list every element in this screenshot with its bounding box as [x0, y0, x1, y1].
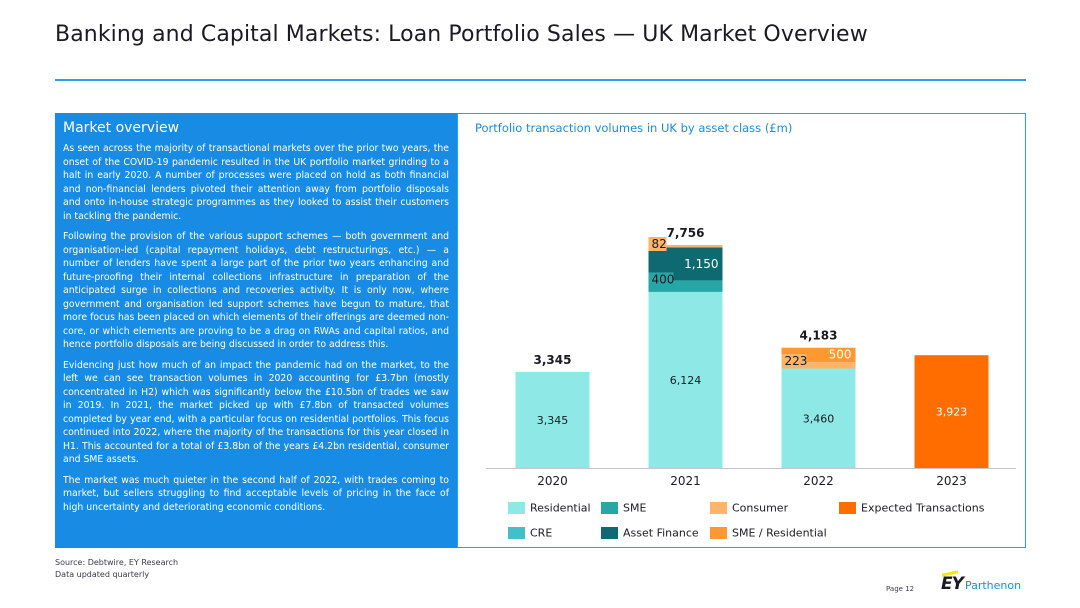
- x-tick-2020: 2020: [537, 474, 568, 488]
- x-tick-2022: 2022: [803, 474, 834, 488]
- overview-paragraph-3: Evidencing just how much of an impact th…: [63, 359, 449, 466]
- data-label-2023-expected-transactions: 3,923: [936, 406, 968, 419]
- legend-swatch-expected: [839, 502, 856, 514]
- bar-2022-consumer: [781, 362, 856, 369]
- logo-parthenon: Parthenon: [964, 579, 1022, 592]
- stacked-bar-chart: 3,345 3,345 2020 6,124 400 1,150 827,756 2021 3,…: [486, 226, 1016, 488]
- legend-swatch-sme-residential: [710, 527, 727, 539]
- data-label-2022-sme-residential: 500: [829, 348, 852, 362]
- ey-parthenon-logo: EY Parthenon: [941, 570, 1022, 594]
- bar-2022-residential: [781, 368, 856, 468]
- bar-2021-consumer: [648, 245, 723, 248]
- source-text: Source: Debtwire, EY Research: [55, 558, 179, 567]
- legend-swatch-residential: [508, 502, 525, 514]
- total-label-2022: 4,183: [800, 329, 838, 343]
- overview-paragraph-2: Following the provision of the various s…: [63, 231, 449, 350]
- legend-sme: SME: [601, 501, 646, 515]
- chart-title: Portfolio transaction volumes in UK by a…: [475, 121, 793, 135]
- legend-expected: Expected Transactions: [839, 501, 984, 515]
- legend-swatch-cre: [508, 527, 525, 539]
- total-label-2020: 3,345: [534, 353, 572, 367]
- bar-2023-expected-transactions: [914, 355, 989, 468]
- overview-paragraph-1: As seen across the majority of transacti…: [63, 143, 449, 222]
- updated-text: Data updated quarterly: [55, 570, 150, 579]
- label-badge-2021-4: [648, 237, 667, 251]
- legend-swatch-sme: [601, 502, 618, 514]
- legend-consumer: Consumer: [710, 501, 788, 515]
- page-title: Banking and Capital Markets: Loan Portfo…: [55, 22, 868, 47]
- legend-residential: Residential: [508, 501, 591, 515]
- market-overview-heading: Market overview: [63, 120, 180, 136]
- title-divider: [55, 79, 1026, 81]
- total-label-2021: 7,756: [667, 226, 705, 240]
- label-badge-2022-4: [781, 354, 807, 369]
- source-note: Source: Debtwire, EY Research Data updat…: [55, 557, 178, 581]
- legend-sme-residential: SME / Residential: [710, 526, 827, 540]
- data-label-2021-residential: 6,124: [670, 374, 702, 387]
- data-label-2021-consumer: 82: [652, 237, 667, 251]
- bar-2021-sme: [648, 280, 723, 292]
- x-tick-2021: 2021: [670, 474, 701, 488]
- data-label-2021-asset-finance: 1,150: [684, 257, 718, 271]
- legend-cre: CRE: [508, 526, 552, 540]
- legend-swatch-consumer: [710, 502, 727, 514]
- legend-swatch-asset-finance: [601, 527, 618, 539]
- x-tick-2023: 2023: [936, 474, 967, 488]
- bar-2021-residential: [648, 291, 723, 468]
- market-overview-panel: Market overview As seen across the major…: [55, 113, 457, 548]
- label-badge-2021-2: [648, 272, 674, 287]
- data-label-2021-sme: 400: [652, 272, 675, 286]
- data-label-2022-residential: 3,460: [803, 412, 835, 425]
- page-number: Page 12: [886, 585, 915, 593]
- data-label-2020-residential: 3,345: [537, 414, 569, 427]
- bar-2020-residential: [515, 371, 590, 468]
- legend-asset-finance: Asset Finance: [601, 526, 699, 540]
- data-label-2022-consumer: 223: [785, 354, 808, 368]
- logo-ey: EY: [941, 574, 964, 594]
- chart-panel: Portfolio transaction volumes in UK by a…: [457, 113, 1026, 548]
- overview-paragraph-4: The market was much quieter in the secon…: [63, 474, 449, 513]
